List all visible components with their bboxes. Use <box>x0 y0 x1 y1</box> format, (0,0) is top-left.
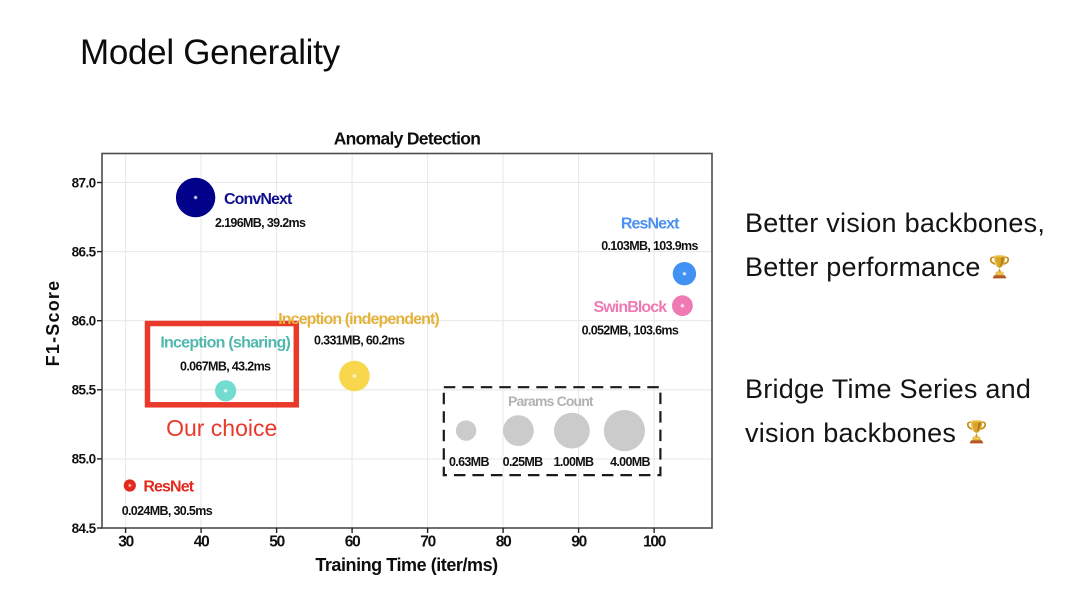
svg-text:2.196MB, 39.2ms: 2.196MB, 39.2ms <box>215 216 306 230</box>
svg-text:Inception (independent): Inception (independent) <box>278 311 439 328</box>
svg-text:4.00MB: 4.00MB <box>610 455 650 469</box>
svg-text:ResNext: ResNext <box>621 216 680 233</box>
svg-text:0.25MB: 0.25MB <box>503 455 543 469</box>
svg-text:0.331MB, 60.2ms: 0.331MB, 60.2ms <box>314 333 405 347</box>
svg-text:100: 100 <box>643 533 666 550</box>
svg-text:0.63MB: 0.63MB <box>449 455 489 469</box>
svg-text:F1-Score: F1-Score <box>43 280 63 367</box>
svg-text:85.0: 85.0 <box>72 452 96 467</box>
svg-text:ResNet: ResNet <box>143 478 194 495</box>
svg-text:Anomaly Detection: Anomaly Detection <box>334 129 481 149</box>
svg-text:84.5: 84.5 <box>72 521 97 536</box>
svg-text:30: 30 <box>118 533 133 550</box>
svg-text:60: 60 <box>345 533 360 550</box>
svg-text:SwinBlock: SwinBlock <box>593 299 667 316</box>
svg-text:86.0: 86.0 <box>72 314 96 329</box>
svg-text:86.5: 86.5 <box>72 244 97 259</box>
svg-text:0.024MB, 30.5ms: 0.024MB, 30.5ms <box>122 504 213 518</box>
svg-text:Params Count: Params Count <box>508 393 594 409</box>
svg-text:85.5: 85.5 <box>72 383 97 398</box>
svg-text:0.052MB, 103.6ms: 0.052MB, 103.6ms <box>582 323 679 337</box>
svg-text:1.00MB: 1.00MB <box>554 455 594 469</box>
svg-text:0.067MB, 43.2ms: 0.067MB, 43.2ms <box>180 360 271 374</box>
svg-text:70: 70 <box>420 533 435 550</box>
svg-text:Training Time (iter/ms): Training Time (iter/ms) <box>315 555 498 575</box>
svg-text:80: 80 <box>496 533 511 550</box>
svg-text:40: 40 <box>194 533 209 550</box>
svg-text:Our choice: Our choice <box>166 415 277 441</box>
svg-text:ConvNext: ConvNext <box>224 191 293 208</box>
svg-text:Inception (sharing): Inception (sharing) <box>160 334 290 351</box>
svg-text:50: 50 <box>269 533 284 550</box>
svg-text:0.103MB, 103.9ms: 0.103MB, 103.9ms <box>601 239 698 253</box>
svg-text:90: 90 <box>571 533 586 550</box>
svg-text:87.0: 87.0 <box>72 175 96 190</box>
